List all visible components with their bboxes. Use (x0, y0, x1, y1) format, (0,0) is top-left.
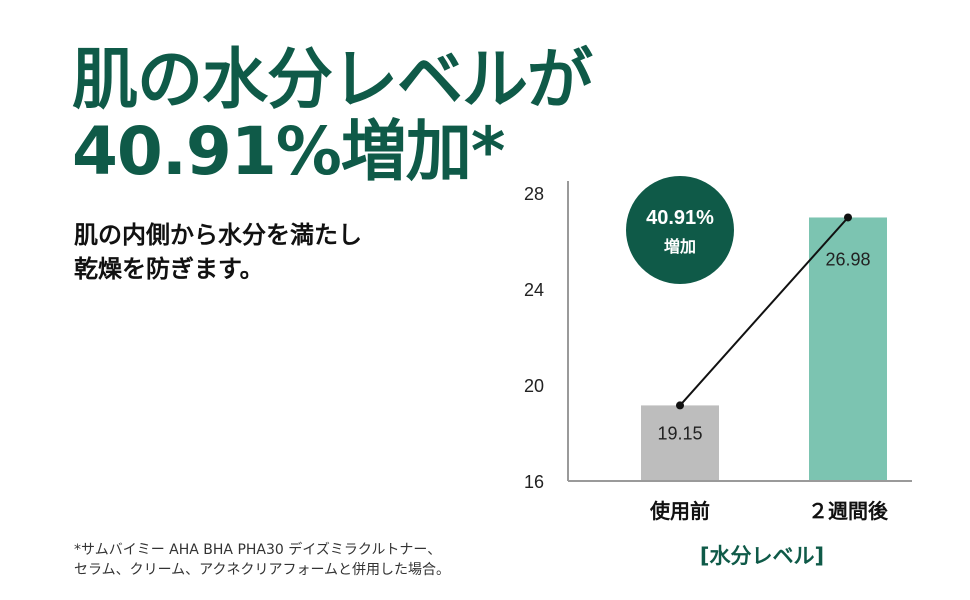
trend-point (676, 401, 684, 410)
footnote-line-2: セラム、クリーム、アクネクリアフォームと併用した場合。 (74, 562, 451, 578)
data-label: 19.15 (657, 423, 702, 443)
bars-group (641, 217, 887, 482)
data-label: 26.98 (825, 249, 870, 269)
labels-group: 19.15 使用前 26.98 ２週間後 (649, 249, 889, 523)
subtitle-line-2: 乾燥を防ぎます。 (74, 255, 264, 283)
increase-badge: 40.91% 増加 (626, 176, 734, 284)
bar (641, 405, 719, 481)
badge-circle (626, 176, 734, 284)
subtitle-line-1: 肌の内側から水分を満たし (74, 221, 362, 249)
y-ticks-group: 16 20 24 28 (524, 184, 544, 492)
badge-percent: 40.91% (646, 207, 714, 229)
footnote-line-1: *サムバイミー AHA BHA PHA30 デイズミラクルトナー、 (74, 542, 442, 558)
category-label: 使用前 (649, 499, 710, 523)
trend-line (679, 216, 849, 407)
badge-label: 増加 (664, 237, 696, 256)
headline-line-2: 40.91%増加* (72, 113, 505, 190)
footnote: *サムバイミー AHA BHA PHA30 デイズミラクルトナー、 セラム、クリ… (74, 540, 450, 580)
y-tick-label: 28 (524, 184, 544, 204)
x-axis-title: [水分レベル] (700, 544, 824, 568)
trend-point (844, 213, 852, 222)
subtitle: 肌の内側から水分を満たし 乾燥を防ぎます。 (74, 218, 362, 286)
headline-line-1: 肌の水分レベルが (72, 41, 593, 118)
category-label: ２週間後 (808, 499, 889, 523)
y-tick-label: 20 (524, 376, 544, 396)
axes-group (567, 181, 912, 482)
bar (809, 217, 887, 482)
y-tick-label: 24 (524, 280, 544, 300)
y-tick-label: 16 (524, 472, 544, 492)
trend-overlay (676, 213, 852, 410)
headline: 肌の水分レベルが 40.91%増加* (72, 41, 593, 190)
